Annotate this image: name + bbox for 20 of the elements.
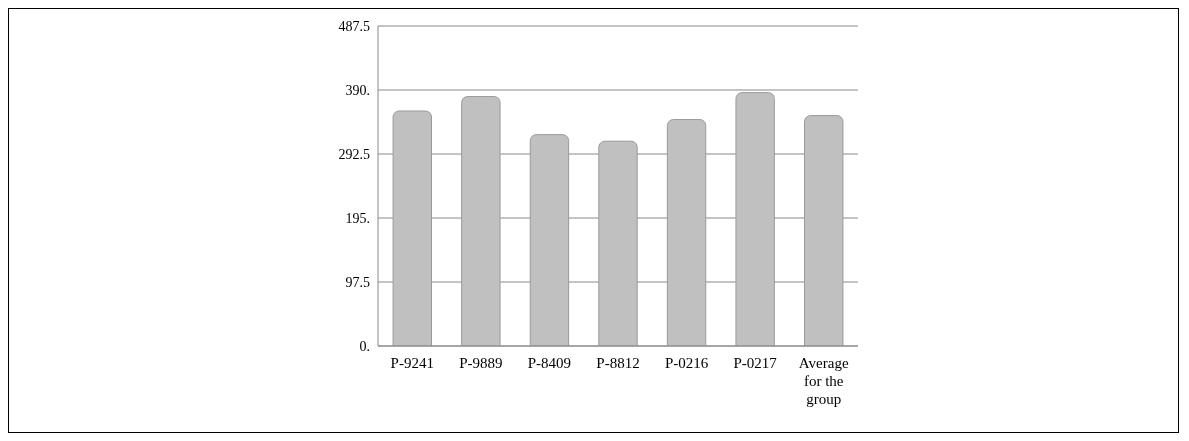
- x-tick-label: P-0216: [664, 355, 709, 371]
- x-tick-label: P-0217: [733, 355, 778, 371]
- y-tick-label: 195.: [345, 210, 370, 226]
- x-tick-label: Average for the group: [798, 355, 849, 407]
- y-tick-label: 390.: [345, 82, 370, 98]
- x-tick-label: P-8409: [527, 355, 572, 371]
- bar: [735, 92, 775, 346]
- bar: [529, 134, 570, 346]
- x-tick-label: P-9241: [390, 355, 434, 371]
- y-tick-label: 292.5: [338, 146, 370, 162]
- bar: [804, 115, 844, 346]
- bar: [598, 140, 638, 346]
- bar: [666, 119, 707, 346]
- bar: [392, 110, 432, 346]
- bar: [461, 96, 501, 346]
- y-tick-label: 487.5: [338, 18, 370, 34]
- y-tick-label: 97.5: [345, 274, 370, 290]
- x-tick-label: P-9889: [459, 355, 503, 371]
- x-tick-label: P-8812: [596, 355, 640, 371]
- y-tick-label: 0.: [359, 338, 370, 354]
